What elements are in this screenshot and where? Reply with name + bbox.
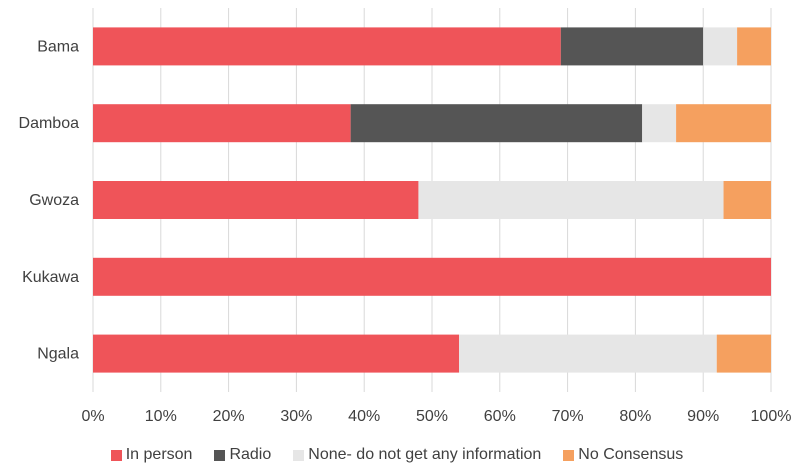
legend-item-in-person: In person [110, 446, 193, 464]
category-label: Damboa [19, 115, 80, 132]
bar-segment [676, 104, 771, 143]
legend-item-none: None- do not get any information [293, 446, 541, 464]
legend-label-no-consensus: No Consensus [578, 446, 684, 463]
x-tick-label: 20% [213, 408, 245, 425]
bar-segment [93, 27, 561, 66]
category-label: Kukawa [22, 269, 79, 286]
category-label: Gwoza [29, 192, 79, 209]
legend-item-radio: Radio [214, 446, 271, 464]
legend-label-in-person: In person [125, 446, 193, 463]
category-label: Bama [37, 38, 79, 55]
bar-segment [418, 181, 724, 219]
x-tick-label: 40% [348, 408, 380, 425]
x-tick-label: 0% [81, 408, 104, 425]
x-tick-label: 50% [416, 408, 448, 425]
legend-label-radio: Radio [229, 446, 272, 463]
bar-segment [350, 104, 643, 143]
legend-swatch-in-person [110, 449, 122, 461]
x-tick-label: 30% [280, 408, 312, 425]
bar-segment [723, 181, 771, 219]
bar-segment [716, 334, 771, 373]
chart-plot-area: Bama Damboa Gwoza Kukawa Ngala 0% 10% 20% 30% 40%… [19, 8, 792, 425]
x-tick-label: 70% [552, 408, 584, 425]
bar-segment [642, 104, 677, 143]
x-tick-label: 80% [619, 408, 651, 425]
category-label: Ngala [37, 346, 79, 363]
x-tick-label: 90% [687, 408, 719, 425]
bar-segment [93, 257, 771, 296]
legend-item-no-consensus: No Consensus [563, 446, 683, 464]
bar-segment [93, 104, 351, 143]
x-tick-label: 10% [145, 408, 177, 425]
x-tick-label: 100% [751, 408, 792, 425]
bar-segment [737, 27, 771, 66]
legend-swatch-radio [214, 449, 226, 461]
x-tick-label: 60% [484, 408, 516, 425]
bar-segment [93, 181, 419, 219]
legend-swatch-none [293, 449, 305, 461]
chart-legend: In person Radio None- do not get any inf… [0, 446, 794, 464]
bar-segment [459, 334, 717, 373]
bar-segment [93, 334, 460, 373]
legend-label-none: None- do not get any information [308, 446, 542, 463]
bar-segment [560, 27, 704, 66]
legend-swatch-no-consensus [563, 449, 575, 461]
bar-segment [703, 27, 738, 66]
